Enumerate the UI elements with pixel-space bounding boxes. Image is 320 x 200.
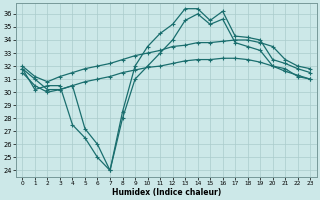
X-axis label: Humidex (Indice chaleur): Humidex (Indice chaleur) <box>112 188 221 197</box>
